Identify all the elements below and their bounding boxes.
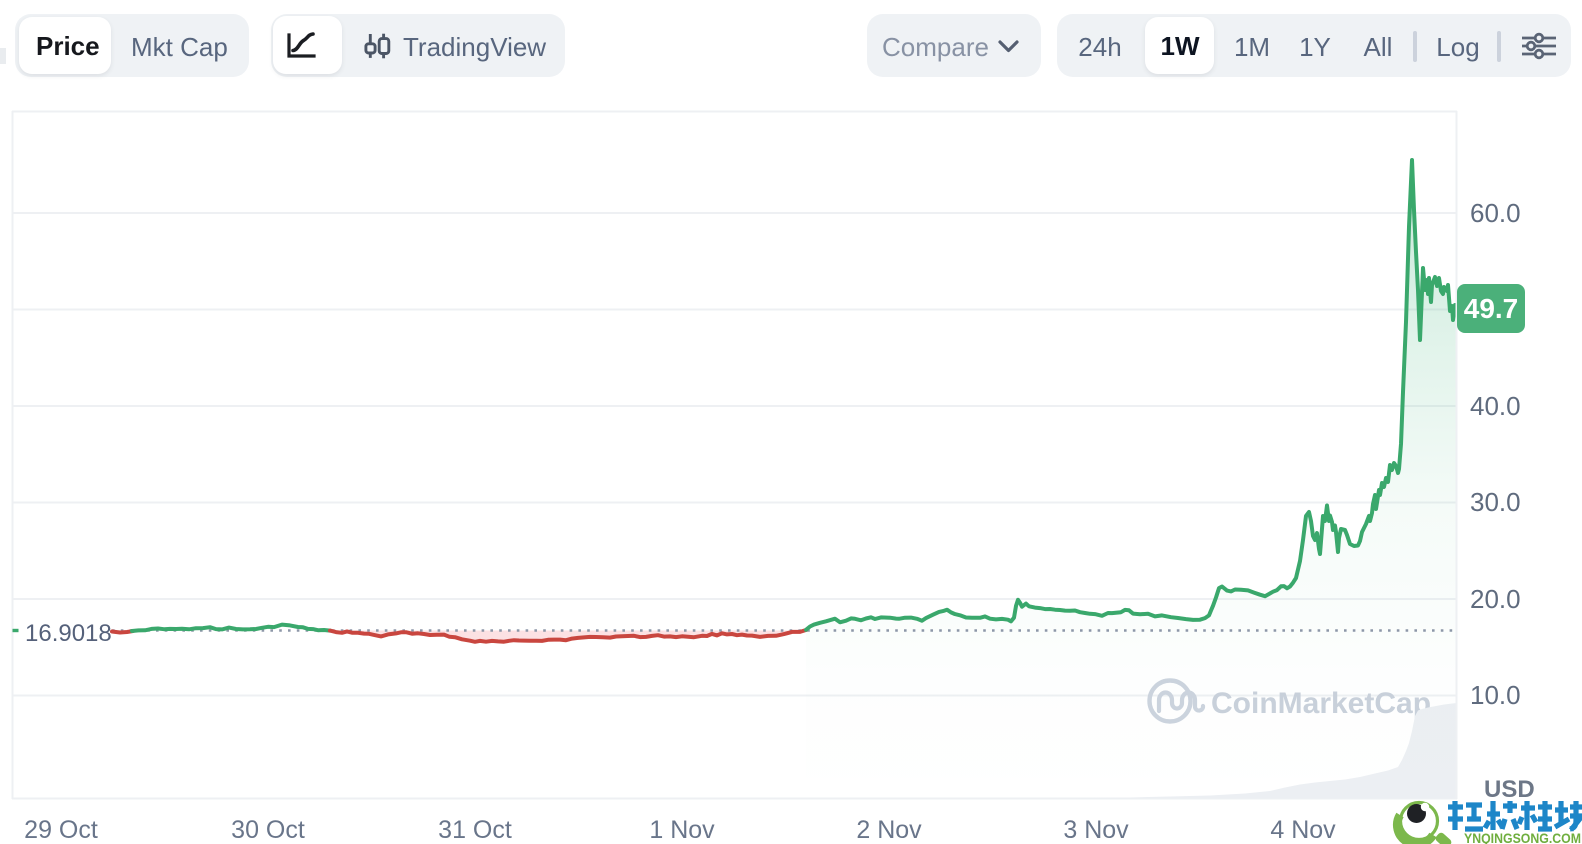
svg-text:60.0: 60.0	[1470, 198, 1521, 228]
svg-text:YNQINGSONG.COM: YNQINGSONG.COM	[1464, 830, 1581, 844]
svg-text:30 Oct: 30 Oct	[231, 816, 305, 844]
svg-text:31 Oct: 31 Oct	[438, 816, 512, 844]
svg-text:16.9018: 16.9018	[25, 620, 112, 647]
svg-text:USD: USD	[1484, 776, 1535, 803]
svg-text:2 Nov: 2 Nov	[856, 816, 922, 844]
svg-text:40.0: 40.0	[1470, 391, 1521, 421]
svg-text:30.0: 30.0	[1470, 487, 1521, 517]
svg-text:4 Nov: 4 Nov	[1270, 816, 1336, 844]
svg-text:1 Nov: 1 Nov	[649, 816, 715, 844]
svg-text:3 Nov: 3 Nov	[1063, 816, 1129, 844]
svg-text:29 Oct: 29 Oct	[24, 816, 98, 844]
svg-text:49.7: 49.7	[1464, 293, 1519, 324]
svg-text:10.0: 10.0	[1470, 680, 1521, 710]
svg-text:20.0: 20.0	[1470, 584, 1521, 614]
